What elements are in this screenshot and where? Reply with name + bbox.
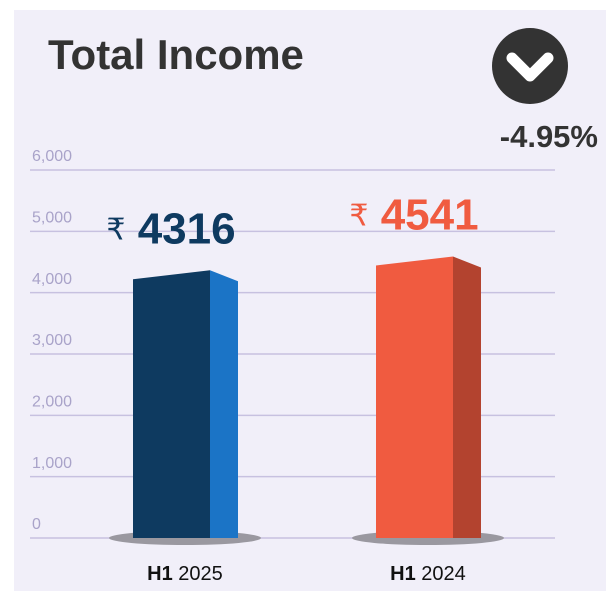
y-tick-label: 0: [32, 516, 41, 533]
bar-side: [210, 270, 238, 538]
down-icon: [492, 28, 568, 104]
bar-front: [376, 256, 453, 538]
value-label: ₹ 4541: [349, 190, 478, 239]
bar-front: [133, 270, 210, 538]
change-label: -4.95%: [500, 119, 598, 154]
card-background: [14, 10, 606, 591]
y-tick-label: 6,000: [32, 148, 72, 165]
y-tick-label: 5,000: [32, 210, 72, 227]
y-tick-label: 4,000: [32, 271, 72, 288]
y-tick-label: 2,000: [32, 394, 72, 411]
chart-title: Total Income: [48, 31, 304, 78]
bar-side: [453, 256, 481, 538]
y-tick-label: 1,000: [32, 455, 72, 472]
value-label: ₹ 4316: [106, 204, 235, 253]
y-tick-label: 3,000: [32, 332, 72, 349]
x-tick-label: H1 2025: [147, 563, 223, 585]
x-tick-label: H1 2024: [390, 563, 466, 585]
